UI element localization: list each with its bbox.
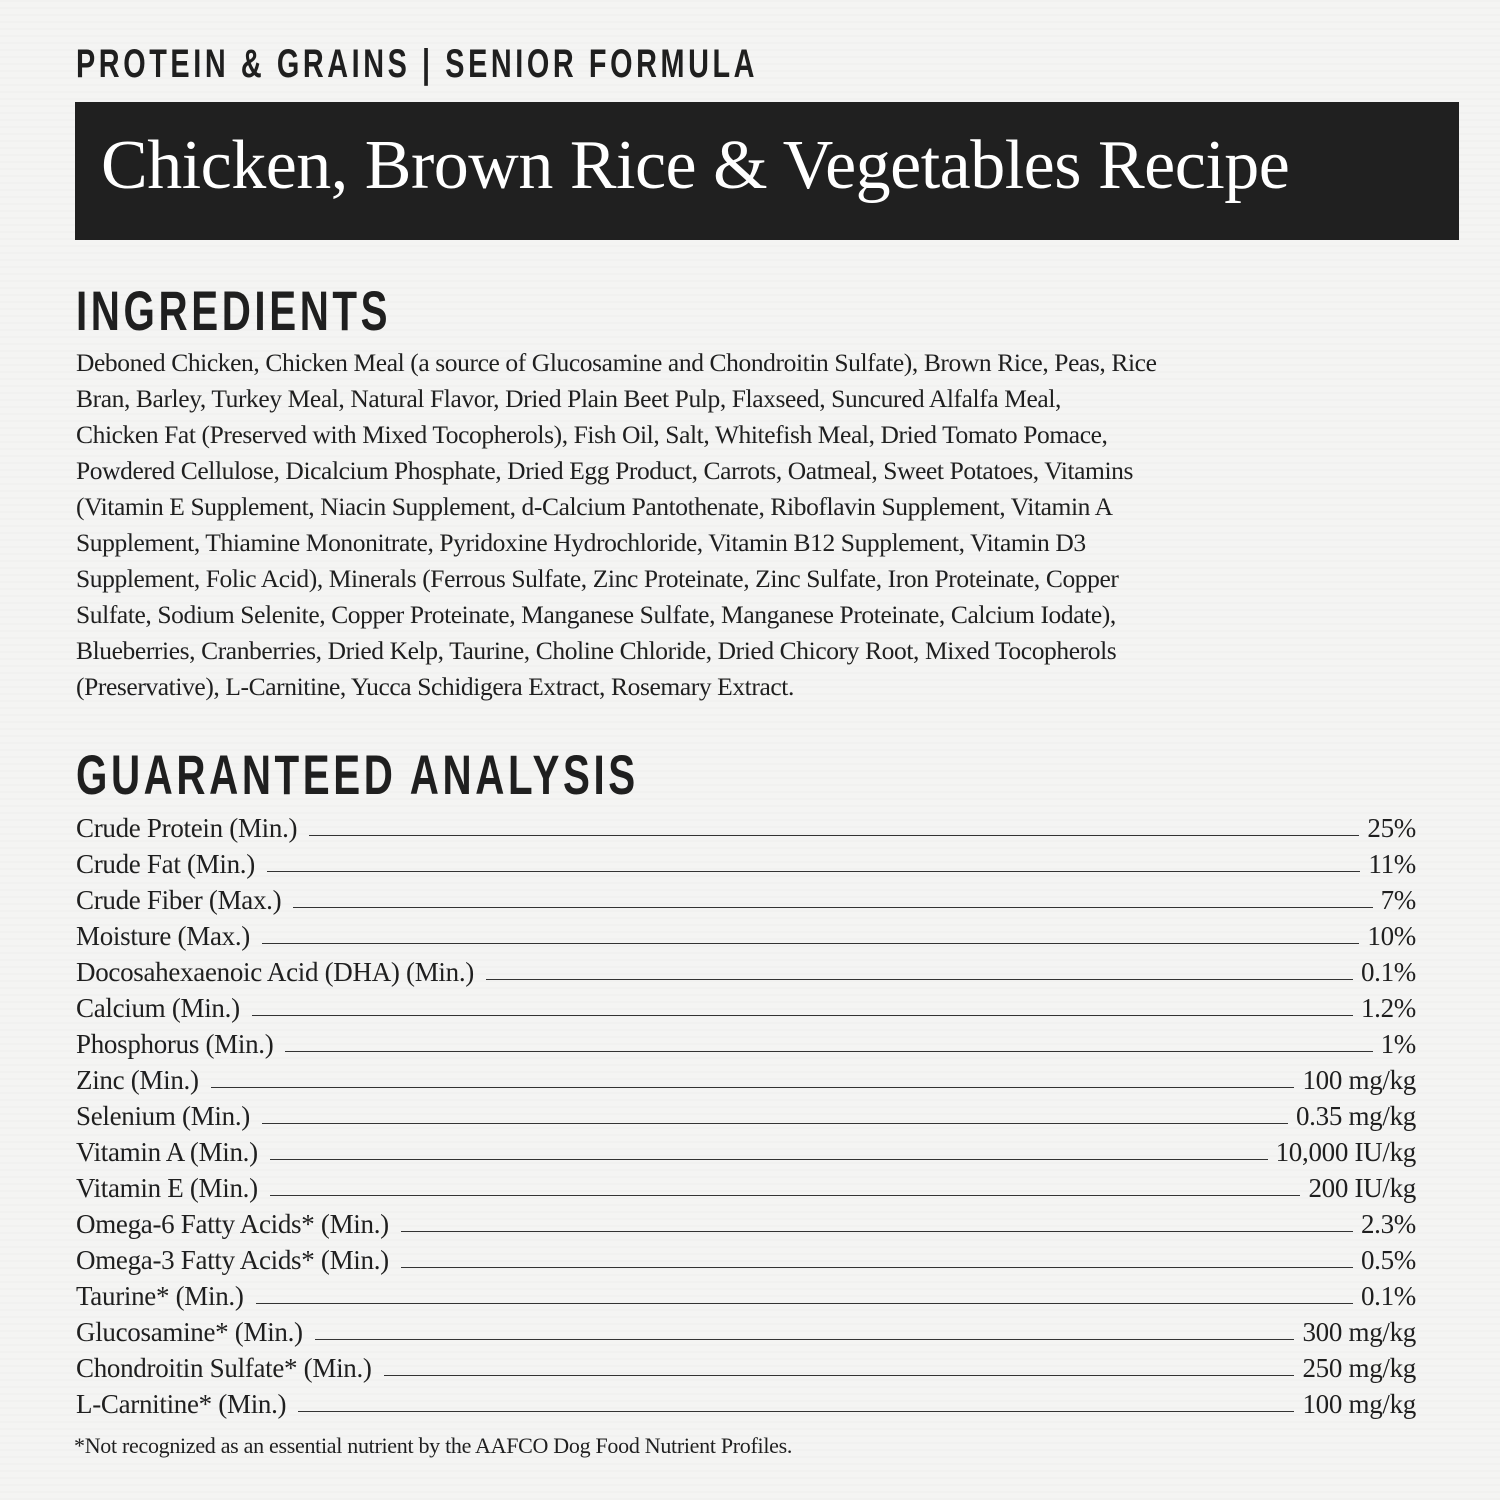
nutrient-value: 100 mg/kg	[1302, 1065, 1416, 1095]
ingredients-line: (Preservative), L-Carnitine, Yucca Schid…	[76, 672, 794, 701]
nutrient-label: Selenium (Min.)	[76, 1101, 250, 1131]
nutrient-value: 2.3%	[1360, 1209, 1416, 1239]
nutrient-label: Zinc (Min.)	[76, 1065, 199, 1095]
nutrient-label: Glucosamine* (Min.)	[76, 1317, 303, 1347]
nutrient-value: 10%	[1367, 921, 1416, 951]
leader-line	[261, 943, 1360, 944]
nutrient-label: Docosahexaenoic Acid (DHA) (Min.)	[76, 957, 474, 987]
nutrient-label: L-Carnitine* (Min.)	[76, 1389, 287, 1419]
nutrient-value: 250 mg/kg	[1302, 1353, 1416, 1383]
leader-line	[269, 1195, 1301, 1196]
ingredients-line: Supplement, Folic Acid), Minerals (Ferro…	[76, 564, 1119, 593]
nutrient-value: 25%	[1367, 813, 1416, 843]
leader-line	[314, 1339, 1295, 1340]
nutrient-label: Vitamin A (Min.)	[76, 1137, 258, 1167]
nutrient-value: 300 mg/kg	[1302, 1317, 1416, 1347]
analysis-row: Phosphorus (Min.) 1%	[76, 1024, 1416, 1060]
analysis-row: Docosahexaenoic Acid (DHA) (Min.) 0.1%	[76, 952, 1416, 988]
nutrient-value: 7%	[1380, 885, 1417, 915]
analysis-row: Moisture (Max.) 10%	[76, 916, 1416, 952]
nutrient-value: 0.5%	[1360, 1245, 1416, 1275]
ingredients-list: Deboned Chicken, Chicken Meal (a source …	[76, 345, 1436, 705]
analysis-row: Vitamin A (Min.) 10,000 IU/kg	[76, 1132, 1416, 1168]
guaranteed-analysis-table: Crude Protein (Min.) 25% Crude Fat (Min.) 1…	[76, 808, 1416, 1420]
ingredients-line: Deboned Chicken, Chicken Meal (a source …	[76, 348, 1157, 377]
leader-line	[285, 1051, 1373, 1052]
footnote: *Not recognized as an essential nutrient…	[74, 1433, 793, 1458]
nutrient-value: 0.35 mg/kg	[1295, 1101, 1416, 1131]
formula-eyebrow: PROTEIN & GRAINS | SENIOR FORMULA	[76, 42, 759, 86]
leader-line	[400, 1267, 1353, 1268]
nutrient-value: 200 IU/kg	[1308, 1173, 1416, 1203]
ingredients-line: Supplement, Thiamine Mononitrate, Pyrido…	[76, 528, 1086, 557]
analysis-row: Chondroitin Sulfate* (Min.) 250 mg/kg	[76, 1348, 1416, 1384]
leader-line	[293, 907, 1373, 908]
nutrient-label: Chondroitin Sulfate* (Min.)	[76, 1353, 372, 1383]
ingredients-heading: INGREDIENTS	[76, 279, 392, 342]
nutrient-label: Moisture (Max.)	[76, 921, 250, 951]
nutrient-label: Phosphorus (Min.)	[76, 1029, 274, 1059]
analysis-row: Glucosamine* (Min.) 300 mg/kg	[76, 1312, 1416, 1348]
ingredients-line: Chicken Fat (Preserved with Mixed Tocoph…	[76, 420, 1108, 449]
leader-line	[400, 1231, 1353, 1232]
analysis-row: Taurine* (Min.) 0.1%	[76, 1276, 1416, 1312]
analysis-row: Omega-3 Fatty Acids* (Min.) 0.5%	[76, 1240, 1416, 1276]
analysis-row: Calcium (Min.) 1.2%	[76, 988, 1416, 1024]
analysis-row: Crude Protein (Min.) 25%	[76, 808, 1416, 844]
leader-line	[255, 1303, 1353, 1304]
nutrient-value: 0.1%	[1360, 1281, 1416, 1311]
nutrient-label: Vitamin E (Min.)	[76, 1173, 258, 1203]
nutrient-value: 1.2%	[1360, 993, 1416, 1023]
leader-line	[261, 1123, 1288, 1124]
leader-line	[485, 979, 1353, 980]
nutrient-label: Omega-6 Fatty Acids* (Min.)	[76, 1209, 389, 1239]
analysis-row: Zinc (Min.) 100 mg/kg	[76, 1060, 1416, 1096]
nutrient-label: Crude Fiber (Max.)	[76, 885, 282, 915]
leader-line	[251, 1015, 1353, 1016]
analysis-row: L-Carnitine* (Min.) 100 mg/kg	[76, 1384, 1416, 1420]
nutrient-label: Crude Protein (Min.)	[76, 813, 298, 843]
leader-line	[269, 1159, 1268, 1160]
nutrient-value: 100 mg/kg	[1302, 1389, 1416, 1419]
ingredients-line: Sulfate, Sodium Selenite, Copper Protein…	[76, 600, 1116, 629]
nutrient-value: 1%	[1380, 1029, 1417, 1059]
analysis-row: Omega-6 Fatty Acids* (Min.) 2.3%	[76, 1204, 1416, 1240]
leader-line	[309, 835, 1360, 836]
nutrient-label: Crude Fat (Min.)	[76, 849, 255, 879]
recipe-title: Chicken, Brown Rice & Vegetables Recipe	[101, 127, 1290, 204]
guaranteed-analysis-heading: GUARANTEED ANALYSIS	[76, 743, 639, 806]
nutrient-value: 10,000 IU/kg	[1275, 1137, 1417, 1167]
ingredients-line: Bran, Barley, Turkey Meal, Natural Flavo…	[76, 384, 1061, 413]
analysis-row: Crude Fat (Min.) 11%	[76, 844, 1416, 880]
leader-line	[210, 1087, 1295, 1088]
title-banner: Chicken, Brown Rice & Vegetables Recipe	[75, 102, 1459, 240]
nutrient-value: 11%	[1368, 849, 1416, 879]
analysis-row: Crude Fiber (Max.) 7%	[76, 880, 1416, 916]
leader-line	[383, 1375, 1295, 1376]
nutrient-label: Calcium (Min.)	[76, 993, 240, 1023]
ingredients-line: Blueberries, Cranberries, Dried Kelp, Ta…	[76, 636, 1117, 665]
nutrient-label: Taurine* (Min.)	[76, 1281, 244, 1311]
nutrient-label: Omega-3 Fatty Acids* (Min.)	[76, 1245, 389, 1275]
analysis-row: Vitamin E (Min.) 200 IU/kg	[76, 1168, 1416, 1204]
ingredients-line: Powdered Cellulose, Dicalcium Phosphate,…	[76, 456, 1134, 485]
ingredients-line: (Vitamin E Supplement, Niacin Supplement…	[76, 492, 1113, 521]
leader-line	[266, 871, 1361, 872]
nutrient-value: 0.1%	[1360, 957, 1416, 987]
leader-line	[298, 1411, 1295, 1412]
analysis-row: Selenium (Min.) 0.35 mg/kg	[76, 1096, 1416, 1132]
